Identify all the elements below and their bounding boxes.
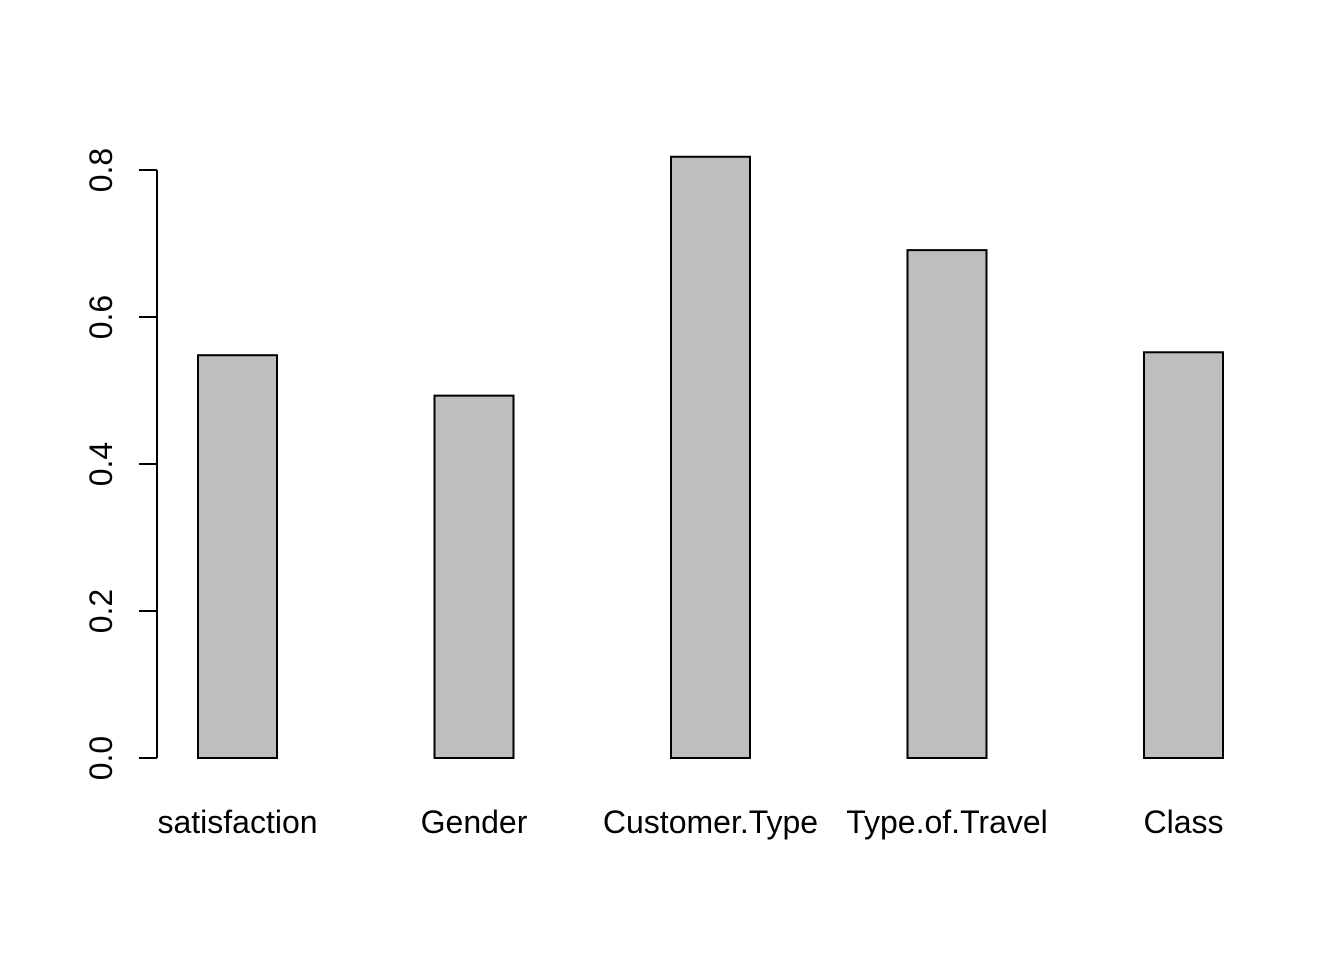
x-category-label: satisfaction bbox=[157, 804, 317, 840]
x-category-label: Customer.Type bbox=[603, 804, 818, 840]
y-tick-label: 0.4 bbox=[83, 442, 119, 486]
bar-class bbox=[1143, 351, 1224, 759]
x-category-label: Class bbox=[1143, 804, 1223, 840]
bar-type-of-travel bbox=[906, 249, 988, 760]
x-axis-labels: satisfaction Gender Customer.Type Type.of.T… bbox=[157, 804, 1223, 840]
y-axis: 0.0 0.2 0.4 0.6 0.8 bbox=[83, 148, 158, 780]
y-tick-label: 0.0 bbox=[83, 736, 119, 780]
bar-gender bbox=[433, 394, 515, 759]
x-category-label: Gender bbox=[421, 804, 528, 840]
bars-layer bbox=[197, 155, 1224, 760]
y-tick-label: 0.6 bbox=[83, 295, 119, 339]
bar-satisfaction bbox=[197, 354, 278, 759]
bar-customer-type bbox=[670, 155, 751, 759]
x-category-label: Type.of.Travel bbox=[846, 804, 1048, 840]
y-tick-label: 0.2 bbox=[83, 589, 119, 633]
y-tick-label: 0.8 bbox=[83, 148, 119, 192]
